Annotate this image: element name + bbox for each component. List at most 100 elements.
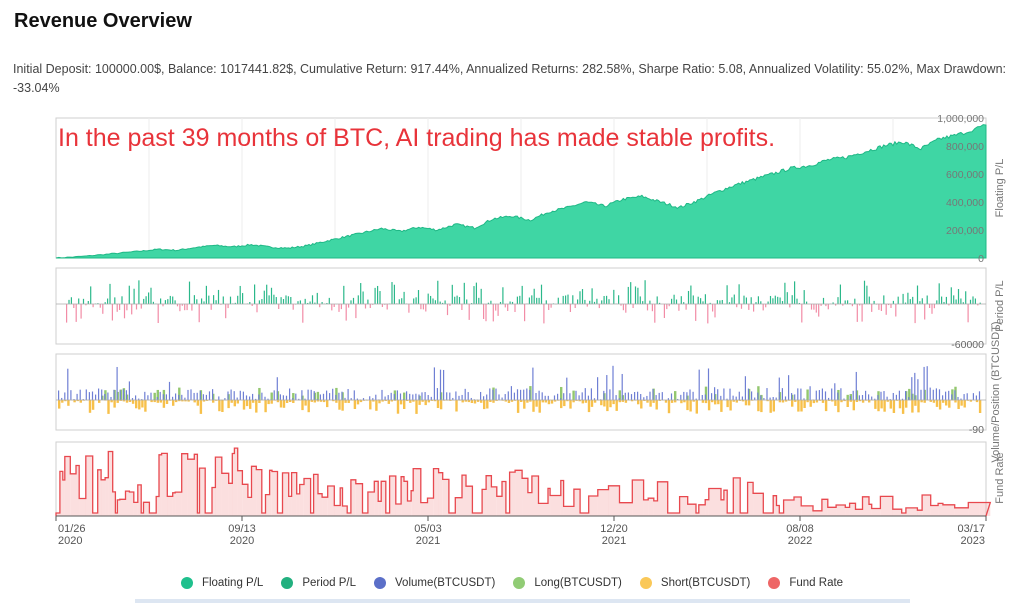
volume-bar (70, 390, 72, 400)
volume-bar (369, 396, 371, 401)
volume-bar (285, 395, 288, 401)
volume-bar (187, 389, 189, 401)
period-pl-bar (444, 300, 446, 305)
period-pl-bar (760, 301, 762, 304)
long-bar (316, 391, 320, 400)
fund-rate-fill (133, 502, 138, 516)
volume-ylabel: Volume/Position (BTCUSDT) (990, 321, 1002, 462)
period-pl-bar (528, 297, 530, 305)
volume-bar (908, 397, 910, 400)
fund-rate-fill (905, 507, 918, 516)
period-pl-bar (668, 304, 670, 307)
volume-bar (615, 395, 617, 400)
volume-bar (683, 391, 685, 400)
fund-rate-fill (721, 499, 724, 516)
short-bar (332, 400, 335, 402)
volume-bar (901, 398, 904, 401)
fund-rate-fill (367, 492, 375, 516)
volume-bar (415, 393, 417, 401)
fund-rate-fill (527, 492, 532, 516)
short-bar (267, 400, 270, 405)
period-pl-bar (417, 290, 420, 305)
legend-item[interactable]: Short(BTCUSDT) (639, 577, 750, 589)
fund-rate-fill (79, 498, 86, 516)
period-pl-bar (290, 297, 292, 305)
long-bar (335, 387, 338, 401)
volume-bar (190, 389, 192, 401)
short-bar (587, 400, 591, 413)
volume-bar (199, 390, 201, 400)
period-pl-bar (119, 304, 121, 310)
period-pl-bar (422, 304, 424, 310)
volume-bar (834, 383, 836, 400)
short-bar (341, 400, 344, 411)
period-pl-bar (471, 303, 473, 305)
volume-bar (165, 394, 167, 400)
period-pl-bar (466, 299, 468, 304)
short-bar (553, 400, 557, 402)
period-pl-bar (933, 304, 935, 309)
period-ylabel: Period P/L (994, 280, 1006, 331)
scrollbar[interactable] (135, 599, 910, 603)
short-bar (920, 400, 923, 403)
period-pl-bar (280, 297, 282, 304)
short-bar (91, 400, 95, 410)
volume-bar (575, 390, 577, 401)
period-pl-bar (446, 304, 449, 316)
legend-item[interactable]: Volume(BTCUSDT) (374, 577, 495, 589)
period-pl-bar (673, 294, 675, 305)
volume-bar (800, 388, 802, 400)
short-bar (492, 400, 495, 403)
period-pl-bar (565, 295, 567, 305)
period-pl-bar (331, 304, 333, 311)
period-pl-bar (967, 304, 969, 323)
period-pl-bar (357, 295, 359, 304)
volume-bar (627, 392, 629, 400)
period-pl-bar (931, 304, 933, 314)
period-pl-bar (767, 301, 769, 305)
period-pl-bar (302, 304, 304, 323)
volume-bar (557, 393, 559, 400)
short-bar (868, 400, 871, 403)
short-bar (695, 400, 698, 414)
volume-bar (58, 390, 60, 400)
short-bar (119, 400, 122, 401)
short-bar (932, 400, 936, 403)
volume-bar (877, 395, 879, 400)
period-pl-bar (379, 291, 381, 305)
volume-bar (141, 399, 143, 400)
short-bar (874, 400, 877, 409)
period-pl-bar (463, 282, 465, 305)
legend-item[interactable]: Floating P/L (180, 577, 263, 589)
short-bar (436, 400, 440, 408)
volume-bar (658, 392, 660, 400)
short-bar (686, 400, 689, 411)
legend-item[interactable]: Fund Rate (768, 577, 843, 589)
legend-item[interactable]: Long(BTCUSDT) (513, 577, 622, 589)
fund-rate-fill (115, 513, 118, 516)
volume-bar (446, 392, 448, 401)
period-pl-bar (458, 297, 461, 305)
volume-bar (677, 398, 679, 400)
fund-rate-fill (679, 496, 688, 516)
legend-item[interactable]: Period P/L (281, 577, 356, 589)
period-pl-bar (979, 302, 981, 305)
volume-bar (73, 399, 75, 401)
period-pl-bar (485, 304, 487, 322)
short-bar (975, 400, 979, 403)
volume-bar (292, 398, 294, 400)
period-pl-bar (297, 301, 299, 304)
volume-bar (344, 397, 346, 400)
volume-bar (630, 394, 633, 400)
fund-rate-fill (455, 497, 462, 516)
period-pl-bar (777, 296, 779, 305)
period-pl-bar (333, 304, 335, 307)
short-bar (692, 400, 695, 402)
short-bar (917, 400, 920, 413)
short-bar (855, 400, 859, 402)
volume-bar (680, 394, 682, 400)
short-bar (929, 400, 932, 402)
period-pl-bar (521, 285, 523, 304)
volume-bar (754, 397, 756, 401)
period-pl-bar (495, 304, 497, 311)
